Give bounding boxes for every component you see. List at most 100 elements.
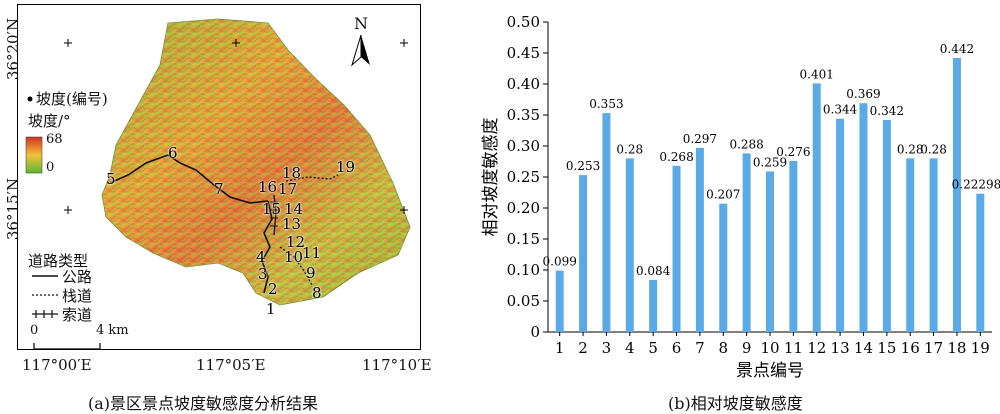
y-tick-label: 0.25 xyxy=(507,168,540,186)
y-tick-label: 0.10 xyxy=(507,261,540,279)
x-tick-label: 3 xyxy=(602,339,612,357)
bar xyxy=(742,153,751,332)
map-point-label: 6 xyxy=(168,144,178,162)
bar xyxy=(906,158,915,332)
map-point-label: 7 xyxy=(214,180,224,198)
graticule-crosses xyxy=(64,39,408,214)
bar-value-label: 0.442 xyxy=(940,42,974,56)
bar-value-label: 0.28 xyxy=(897,142,924,156)
bar-value-label: 0.369 xyxy=(846,87,880,101)
scale-value: 4 km xyxy=(96,323,129,338)
y-axis-title: 相对坡度敏感度 xyxy=(481,118,501,237)
x-tick-label: 1 xyxy=(555,339,565,357)
bar-value-label: 0.259 xyxy=(753,155,787,169)
bar xyxy=(602,113,611,332)
scale-bar xyxy=(33,343,101,349)
x-tick-label: 7 xyxy=(695,339,705,357)
y-tick-label: 0.20 xyxy=(507,199,540,217)
bar xyxy=(952,57,961,333)
bar xyxy=(859,103,868,332)
bar-value-label: 0.099 xyxy=(543,255,577,269)
road-highway xyxy=(109,154,269,204)
map-point-label: 9 xyxy=(306,264,316,282)
bar xyxy=(695,147,704,332)
x-tick-label: 6 xyxy=(672,339,682,357)
x-axis-title: 景点编号 xyxy=(736,361,804,381)
bar-value-label: 0.276 xyxy=(776,145,810,159)
bar-value-label: 0.268 xyxy=(659,150,693,164)
lon-label-mid: 117°05′E xyxy=(196,356,266,374)
x-tick-label: 15 xyxy=(877,339,896,357)
x-tick-label: 2 xyxy=(578,339,588,357)
x-tick-label: 9 xyxy=(742,339,752,357)
map-point-label: 2 xyxy=(268,280,278,298)
bar-value-label: 0.28 xyxy=(616,142,643,156)
y-tick-label: 0.45 xyxy=(507,44,540,62)
map-frame xyxy=(17,4,421,350)
map-point-label: 8 xyxy=(312,284,322,302)
bar xyxy=(882,119,891,333)
bar-value-label: 0.207 xyxy=(706,188,740,202)
bar xyxy=(579,175,588,332)
map-point-label: 13 xyxy=(282,215,302,233)
north-arrow-icon xyxy=(351,34,370,67)
lat-label-south: 36°15′N xyxy=(4,177,23,241)
road-highway-south xyxy=(261,200,273,294)
y-tick-label: 0.40 xyxy=(507,75,540,93)
bar xyxy=(649,279,658,332)
bar xyxy=(836,118,845,332)
bar xyxy=(929,158,938,332)
bar-value-label: 0.084 xyxy=(636,264,671,278)
legend-slope-title: 坡度/° xyxy=(28,112,71,130)
map-point-label: 17 xyxy=(278,180,298,198)
legend-cableway-line xyxy=(32,310,58,318)
x-tick-label: 14 xyxy=(854,339,873,357)
x-tick-label: 16 xyxy=(901,339,920,357)
bar-value-label: 0.401 xyxy=(800,67,834,81)
bar xyxy=(812,83,821,332)
map-point-label: 14 xyxy=(284,200,304,218)
y-tick-label: 0.30 xyxy=(507,137,540,155)
legend-road-highway: 公路 xyxy=(62,268,93,286)
map-point-label: 15 xyxy=(262,200,282,218)
legend-road-title: 道路类型 xyxy=(28,252,89,270)
x-tick-label: 19 xyxy=(971,339,990,357)
x-tick-label: 10 xyxy=(760,339,779,357)
bar-value-label: 0.353 xyxy=(589,97,623,111)
bar xyxy=(766,171,774,332)
legend-slope-max: 68 xyxy=(46,132,63,147)
y-tick-label: 0.05 xyxy=(507,292,540,310)
road-cableway xyxy=(273,194,277,236)
bar-value-label: 0.344 xyxy=(823,103,858,117)
x-tick-label: 17 xyxy=(924,339,943,357)
legend-road-cableway: 索道 xyxy=(62,306,93,324)
bar xyxy=(719,203,728,332)
x-tick-label: 8 xyxy=(718,339,728,357)
x-tick-label: 4 xyxy=(625,339,635,357)
map-point-label: 12 xyxy=(286,233,306,251)
map-point-label: 19 xyxy=(336,158,356,176)
lon-label-east: 117°10′E xyxy=(362,356,432,374)
slope-colorbar xyxy=(25,136,43,174)
map-point-label: 10 xyxy=(284,248,304,266)
y-tick-label: 0.50 xyxy=(507,13,540,31)
x-tick-label: 5 xyxy=(648,339,658,357)
lat-label-north: 36°20′N xyxy=(4,17,23,81)
bar-value-label: 0.28 xyxy=(920,142,947,156)
legend-point-dot xyxy=(27,96,33,102)
bar-value-label: 0.288 xyxy=(729,137,763,151)
bar-value-label: 0.222987 xyxy=(952,178,1000,192)
map-point-label: 3 xyxy=(258,265,268,283)
north-label: N xyxy=(354,14,368,33)
bar-value-label: 0.342 xyxy=(870,104,904,118)
map-point-label: 1 xyxy=(266,300,276,318)
road-trail xyxy=(285,174,339,182)
map-point-label: 4 xyxy=(256,248,266,266)
legend-slope-min: 0 xyxy=(46,160,55,175)
chart-caption: (b)相对坡度敏感度 xyxy=(668,394,803,413)
lon-label-west: 117°00′E xyxy=(22,356,92,374)
map-caption: (a)景区景点坡度敏感度分析结果 xyxy=(88,394,319,413)
scale-zero: 0 xyxy=(30,323,39,338)
bar xyxy=(976,193,985,332)
map-point-label: 18 xyxy=(282,164,302,182)
